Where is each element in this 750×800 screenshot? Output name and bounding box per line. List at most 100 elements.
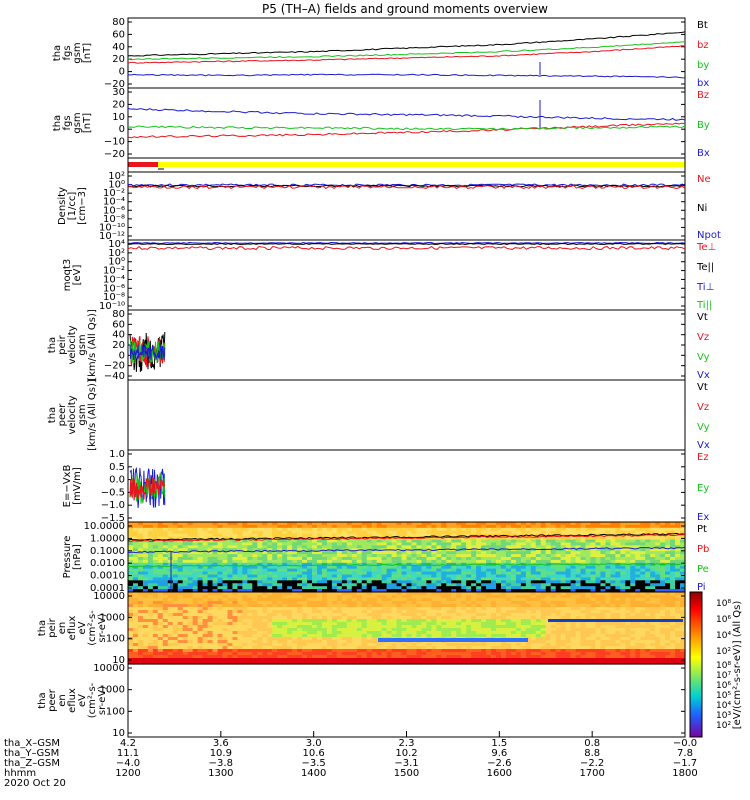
spectrogram-cell	[227, 640, 234, 644]
spectrogram-cell	[272, 637, 278, 641]
spectrogram-cell	[257, 634, 263, 638]
spectrogram-cell	[386, 527, 393, 532]
spectrogram-cell	[660, 586, 666, 590]
spectrogram-cell	[336, 601, 343, 605]
spectrogram-cell	[282, 583, 288, 587]
spectrogram-cell	[386, 622, 393, 626]
spectrogram-cell	[356, 542, 363, 546]
spectrogram-cell	[262, 628, 268, 632]
spectrogram-cell	[302, 634, 308, 638]
spectrogram-cell	[515, 634, 522, 638]
spectrogram-cell	[540, 571, 547, 576]
spectrogram-cell	[406, 616, 413, 620]
spectrogram-cell	[351, 598, 358, 602]
spectrogram-cell	[132, 598, 139, 602]
spectrogram-cell	[167, 539, 174, 544]
spectrogram-cell	[555, 533, 562, 538]
spectrogram-cell	[645, 539, 651, 544]
spectrogram-cell	[326, 649, 333, 653]
spectrogram-cell	[331, 542, 338, 546]
spectrogram-cell	[262, 595, 268, 599]
spectrogram-cell	[177, 655, 184, 659]
spectrogram-cell	[640, 559, 646, 564]
spectrogram-cell	[620, 574, 626, 579]
spectrogram-cell	[510, 586, 517, 590]
spectrogram-cell	[331, 568, 338, 573]
spectrogram-cell	[157, 634, 164, 638]
spectrogram-cell	[416, 634, 423, 638]
spectrogram-cell	[142, 583, 149, 587]
spectrogram-cell	[242, 628, 248, 632]
spectrogram-cell	[172, 610, 179, 614]
spectrogram-cell	[555, 524, 562, 529]
spectrogram-cell	[202, 554, 209, 558]
spectrogram-cell	[560, 565, 567, 570]
spectrogram-cell	[580, 658, 587, 662]
spectrogram-cell	[595, 557, 602, 561]
spectrogram-cell	[128, 580, 134, 584]
spectrogram-cell	[535, 598, 542, 602]
spectrogram-cell	[282, 619, 288, 623]
spectrogram-cell	[555, 562, 562, 567]
spectrogram-cell	[580, 616, 587, 620]
spectrogram-cell	[620, 577, 626, 581]
spectrogram-cell	[655, 551, 661, 555]
spectrogram-cell	[312, 586, 318, 590]
spectrogram-cell	[292, 652, 298, 656]
spectrogram-cell	[525, 634, 532, 638]
spectrogram-cell	[630, 522, 636, 526]
spectrogram-cell	[396, 533, 403, 538]
spectrogram-cell	[172, 551, 179, 555]
spectrogram-cell	[187, 652, 194, 656]
spectrogram-cell	[351, 548, 358, 552]
spectrogram-cell	[262, 619, 268, 623]
spectrogram-cell	[227, 586, 234, 590]
spectrogram-cell	[401, 646, 408, 650]
spectrogram-cell	[336, 646, 343, 650]
spectrogram-cell	[401, 598, 408, 602]
spectrogram-cell	[530, 643, 537, 647]
spectrogram-cell	[496, 586, 502, 590]
spectrogram-cell	[307, 655, 313, 659]
spectrogram-cell	[222, 649, 229, 653]
spectrogram-cell	[515, 610, 522, 614]
spectrogram-cell	[431, 661, 437, 665]
spectrogram-cell	[356, 522, 363, 526]
spectrogram-cell	[312, 583, 318, 587]
spectrogram-cell	[272, 557, 278, 561]
spectrogram-cell	[605, 545, 611, 549]
spectrogram-cell	[545, 595, 552, 599]
spectrogram-cell	[680, 589, 686, 593]
spectrogram-cell	[585, 583, 592, 587]
spectrogram-cell	[242, 577, 248, 581]
spectrogram-cell	[426, 646, 432, 650]
spectrogram-cell	[152, 598, 159, 602]
spectrogram-cell	[416, 551, 423, 555]
spectrogram-cell	[132, 634, 139, 638]
spectrogram-cell	[351, 533, 358, 538]
spectrogram-cell	[172, 533, 179, 538]
spectrogram-cell	[540, 559, 547, 564]
spectrogram-cell	[262, 604, 268, 608]
spectrogram-cell	[655, 574, 661, 579]
spectrogram-cell	[371, 527, 378, 532]
spectrogram-cell	[297, 592, 303, 596]
spectrogram-cell	[227, 554, 234, 558]
spectrogram-cell	[142, 559, 149, 564]
spectrogram-cell	[252, 625, 258, 629]
spectrogram-cell	[461, 530, 467, 535]
spectrogram-cell	[316, 628, 323, 632]
spectrogram-cells-9	[128, 592, 686, 665]
spectrogram-cell	[605, 557, 611, 561]
spectrogram-cell	[147, 557, 154, 561]
spectrogram-cell	[481, 574, 487, 579]
spectrogram-cell	[560, 604, 567, 608]
spectrogram-cell	[436, 533, 442, 538]
spectrogram-cell	[550, 649, 557, 653]
spectrogram-cell	[177, 622, 184, 626]
spectrogram-cell	[655, 565, 661, 570]
spectrogram-cell	[177, 592, 184, 596]
spectrogram-cell	[277, 542, 283, 546]
spectrogram-cell	[132, 625, 139, 629]
spectrogram-cell	[680, 562, 686, 567]
